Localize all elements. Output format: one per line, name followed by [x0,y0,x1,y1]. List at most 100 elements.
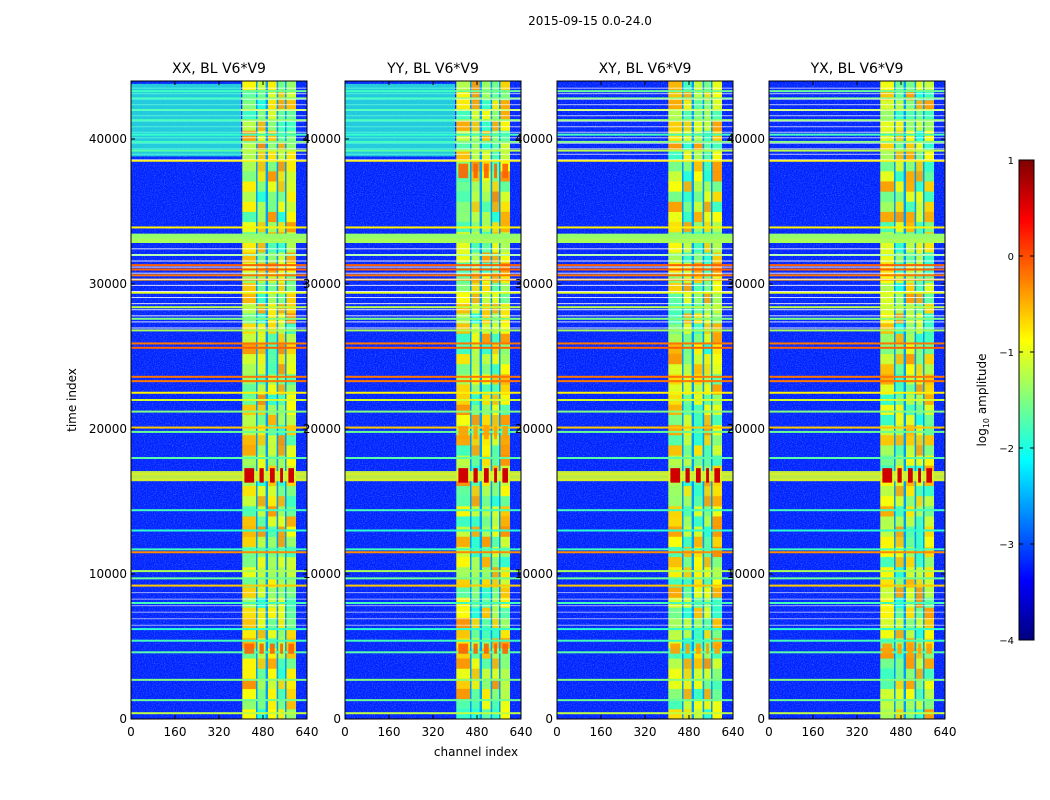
y-tick-label: 10000 [727,567,765,581]
y-tick-label: 30000 [515,277,553,291]
rfi-time-row [131,602,307,604]
rfi-hotspot [695,468,701,483]
rfi-time-row [557,457,733,459]
rfi-time-row [769,119,945,122]
y-tick-label: 10000 [515,567,553,581]
rfi-time-row [131,268,307,271]
rfi-time-row [557,317,733,320]
x-tick-label: 160 [802,725,825,739]
rfi-time-row [557,342,733,345]
y-tick-label: 0 [119,712,127,726]
rfi-hotspot [259,468,264,483]
rfi-time-row [769,233,945,239]
rfi-time-row [769,306,945,309]
rfi-time-row [769,529,945,532]
rfi-hotspot [706,468,709,483]
x-tick-label: 160 [378,725,401,739]
rfi-time-row [557,551,733,554]
rfi-time-row [345,342,521,345]
rfi-time-row [345,678,521,681]
y-tick-label: 10000 [89,567,127,581]
rfi-time-row [131,159,307,162]
x-tick-label: 320 [422,725,445,739]
rfi-time-row [345,426,521,429]
rfi-time-row [345,410,521,413]
y-tick-label: 30000 [89,277,127,291]
rfi-time-row [769,651,945,654]
x-tick-label: 160 [590,725,613,739]
rfi-time-row [131,699,307,702]
panel-title: XY, BL V6*V9 [599,61,692,77]
rfi-hotspot [494,468,497,483]
y-tick-label: 20000 [303,422,341,436]
y-tick-label: 20000 [89,422,127,436]
rfi-time-row [345,584,521,587]
heatmap-panel-1: XX, BL V6*V9 0 160 320 480 640 0 10000 20000 3000… [65,61,318,739]
rfi-time-row [131,584,307,587]
rfi-time-row [345,577,521,580]
rfi-time-row [769,97,945,100]
rfi-hotspot [483,468,489,483]
x-tick-label: 640 [510,725,533,739]
rfi-time-row [557,133,733,136]
rfi-time-row [769,133,945,136]
rfi-time-row [769,509,945,512]
colorbar-tick-label: −2 [999,444,1014,455]
rfi-time-row [557,238,733,243]
rfi-time-row [345,639,521,642]
rfi-time-row [557,97,733,100]
figure-title: 2015-09-15 0.0-24.0 [528,14,652,28]
rfi-time-row [131,306,307,309]
rfi-time-row [769,699,945,702]
rfi-time-row [557,274,733,277]
rfi-time-row [345,380,521,383]
rfi-time-row [769,577,945,580]
rfi-time-row [131,380,307,383]
y-tick-label: 40000 [89,132,127,146]
rfi-time-row [557,264,733,267]
rfi-time-row [345,551,521,554]
rfi-time-row [769,410,945,413]
rfi-time-row [131,346,307,349]
rfi-time-row [557,226,733,229]
rfi-hotspot [882,468,893,483]
rfi-time-row [345,264,521,267]
rfi-time-row [769,628,945,631]
rfi-hotspot [502,468,508,483]
rfi-time-row [131,233,307,239]
x-tick-label: 320 [634,725,657,739]
rfi-time-row [769,551,945,554]
y-tick-label: 20000 [727,422,765,436]
rfi-time-row [345,399,521,401]
rfi-time-row [557,306,733,309]
rfi-time-row [769,391,945,394]
rfi-time-row [769,329,945,332]
x-tick-label: 320 [208,725,231,739]
rfi-time-row [345,268,521,271]
rfi-time-row [769,426,945,429]
rfi-hotspot [458,468,469,483]
rfi-time-row [131,628,307,631]
rfi-time-row [557,584,733,587]
rfi-time-row [131,329,307,332]
rfi-time-row [557,159,733,162]
rfi-time-row [769,639,945,642]
rfi-time-row [557,391,733,394]
rfi-time-row [557,548,733,551]
rfi-hotspot [897,468,902,483]
heatmap-panel-3: XY, BL V6*V9 0 160 320 480 640 0 10000 20000 3000… [515,61,745,739]
colorbar: 1 0 −1 −2 −3 −4 log10 amplitude [975,156,1035,647]
rfi-time-row [345,226,521,229]
x-tick-label: 480 [466,725,489,739]
colorbar-tick-label: 1 [1008,156,1014,167]
rfi-hotspot [473,468,478,483]
heatmap-image [557,81,733,719]
rfi-hotspot [714,468,720,483]
rfi-time-row [345,570,521,573]
x-tick-label: 480 [890,725,913,739]
rfi-time-row [557,712,733,715]
rfi-time-row [131,226,307,229]
rfi-time-row [769,264,945,267]
rfi-time-row [131,577,307,580]
